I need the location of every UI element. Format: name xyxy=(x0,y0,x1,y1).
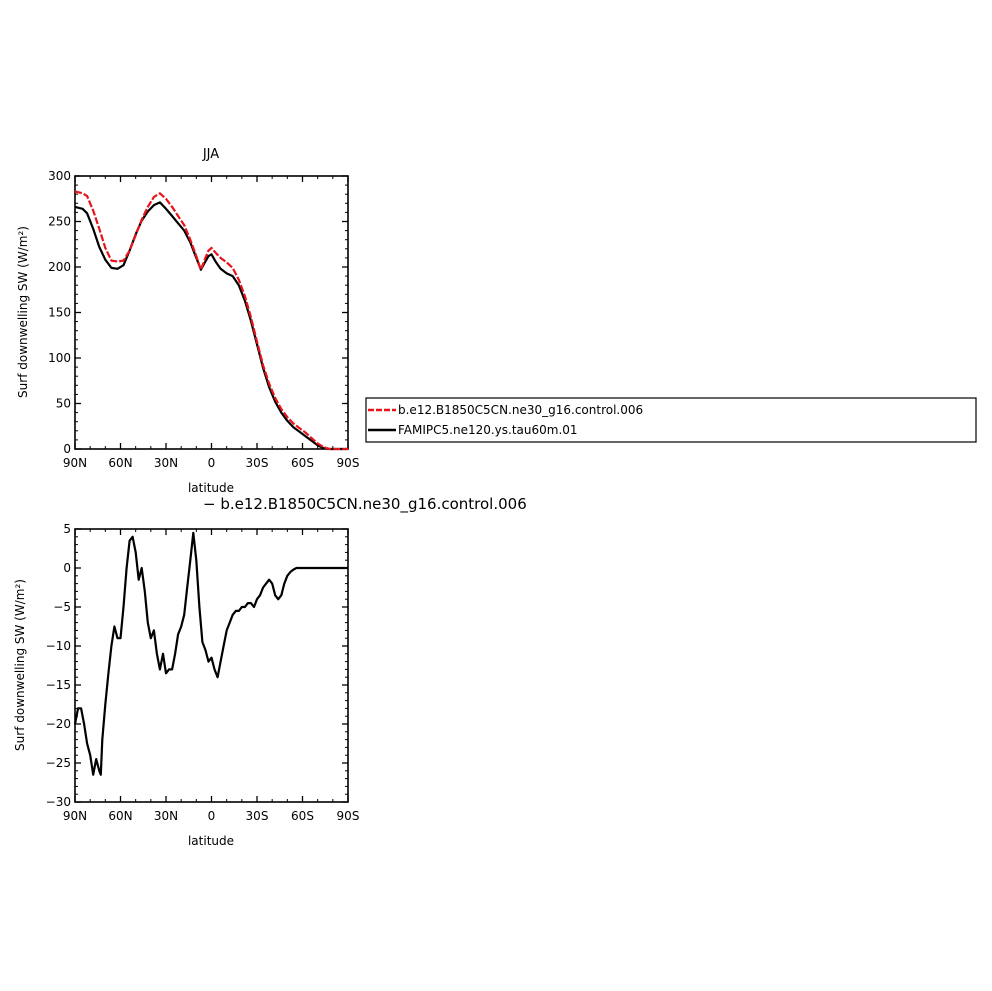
bottom-x-tick-label: 30S xyxy=(246,809,269,823)
bottom-panel: − b.e12.B1850C5CN.ne30_g16.control.006 9… xyxy=(13,495,527,848)
legend: b.e12.B1850C5CN.ne30_g16.control.006 FAM… xyxy=(365,397,977,443)
top-x-tick-label: 60S xyxy=(291,456,314,470)
bottom-y-tick-label: 0 xyxy=(63,561,71,575)
legend-label-famip: FAMIPC5.ne120.ys.tau60m.01 xyxy=(398,423,578,437)
top-x-tick-label: 30S xyxy=(246,456,269,470)
top-series-line-0 xyxy=(74,190,348,451)
top-y-tick-label: 0 xyxy=(63,442,71,456)
bottom-x-tick-label: 90S xyxy=(337,809,360,823)
bottom-y-tick-label: 5 xyxy=(63,522,71,536)
bottom-series-group xyxy=(73,531,348,776)
top-y-axis-label: Surf downwelling SW (W/m²) xyxy=(16,226,30,398)
top-y-tick-label: 150 xyxy=(48,306,71,320)
legend-label-control: b.e12.B1850C5CN.ne30_g16.control.006 xyxy=(398,403,643,417)
top-y-tick-label: 200 xyxy=(48,260,71,274)
top-chart-title: JJA xyxy=(202,147,219,162)
bottom-plot-frame xyxy=(74,528,349,803)
bottom-x-tick-label: 90N xyxy=(63,809,87,823)
top-x-axis-label: latitude xyxy=(188,481,234,495)
top-y-tick-label: 50 xyxy=(56,397,71,411)
top-y-tick-label: 300 xyxy=(48,169,71,183)
top-series-line-1 xyxy=(74,201,348,451)
bottom-x-tick-label: 60S xyxy=(291,809,314,823)
bottom-y-tick-label: −10 xyxy=(46,639,71,653)
bottom-y-tick-label: −30 xyxy=(46,795,71,809)
top-x-tick-label: 90S xyxy=(337,456,360,470)
top-y-tick-label: 250 xyxy=(48,215,71,229)
bottom-x-axis-label: latitude xyxy=(188,834,234,848)
bottom-axis-ticks: 90N 60N 30N 0 30S 60S 90S 5 0 −5 −10 −15 −20 −25 −30 xyxy=(46,522,360,823)
bottom-y-tick-label: −15 xyxy=(46,678,71,692)
top-panel: JJA 90N 60N 30N 0 30S 60S 90S 0 50 100 150 200 250 30… xyxy=(16,147,359,495)
top-x-tick-label: 90N xyxy=(63,456,87,470)
bottom-y-tick-label: −25 xyxy=(46,756,71,770)
top-y-tick-label: 100 xyxy=(48,351,71,365)
top-axis-ticks: 90N 60N 30N 0 30S 60S 90S 0 50 100 150 200 250 300 xyxy=(48,169,359,470)
bottom-series-line-0 xyxy=(73,531,348,776)
top-x-tick-label: 60N xyxy=(108,456,132,470)
top-series-group xyxy=(74,190,348,451)
legend-box xyxy=(365,397,977,443)
bottom-x-tick-label: 0 xyxy=(208,809,216,823)
bottom-y-tick-label: −5 xyxy=(53,600,71,614)
top-plot-frame xyxy=(74,175,349,450)
bottom-y-tick-label: −20 xyxy=(46,717,71,731)
top-x-tick-label: 30N xyxy=(154,456,178,470)
top-x-tick-label: 0 xyxy=(208,456,216,470)
bottom-y-axis-label: Surf downwelling SW (W/m²) xyxy=(13,579,27,751)
bottom-chart-title: − b.e12.B1850C5CN.ne30_g16.control.006 xyxy=(203,495,527,514)
bottom-x-tick-label: 60N xyxy=(108,809,132,823)
bottom-x-tick-label: 30N xyxy=(154,809,178,823)
